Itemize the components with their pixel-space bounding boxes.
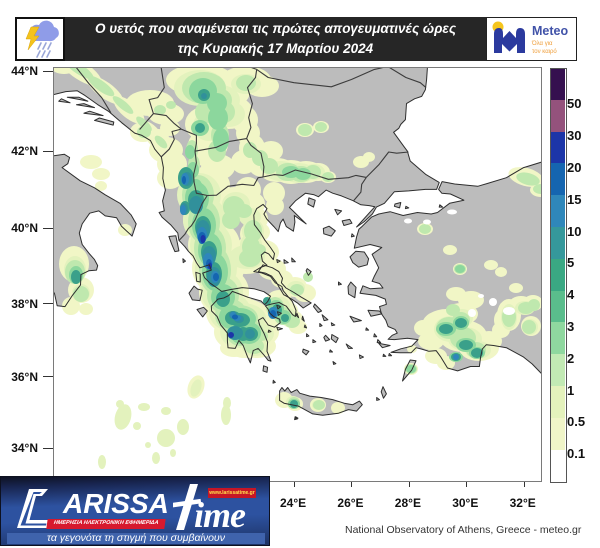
svg-text:Όλα για: Όλα για — [531, 41, 553, 47]
svg-text:Meteo: Meteo — [532, 24, 568, 38]
svg-text:τον καιρό: τον καιρό — [532, 48, 557, 55]
